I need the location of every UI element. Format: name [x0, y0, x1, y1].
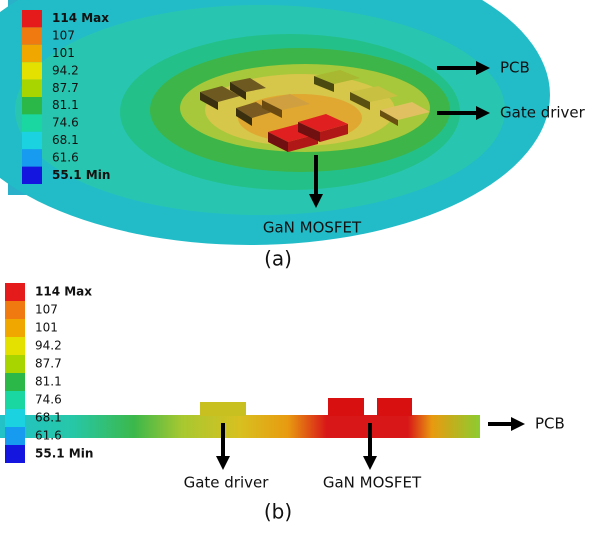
legend-swatch — [5, 283, 25, 301]
legend-label: 114 Max — [35, 285, 92, 299]
mosfet-block — [377, 398, 412, 416]
legend-swatch — [5, 373, 25, 391]
legend-label: 68.1 — [35, 411, 62, 425]
legend-label: 94.2 — [52, 63, 79, 77]
legend-swatch — [5, 391, 25, 409]
legend-label: 74.6 — [52, 116, 79, 130]
legend-label: 55.1 Min — [35, 447, 93, 461]
legend-label: 107 — [52, 29, 75, 43]
mosfet-block — [328, 398, 364, 416]
legend-swatch — [22, 62, 42, 79]
figure: PCB Gate driver GaN MOSFET (a) PCB Gate … — [0, 0, 591, 529]
annotation: Gate driver — [184, 474, 270, 492]
legend-label: 94.2 — [35, 339, 62, 353]
legend-label: 68.1 — [52, 133, 79, 147]
legend-label: 101 — [52, 46, 75, 60]
legend-label: 74.6 — [35, 393, 62, 407]
legend-label: 101 — [35, 321, 58, 335]
legend-label: 81.1 — [35, 375, 62, 389]
gate-driver-block — [200, 402, 246, 416]
legend-label: 61.6 — [52, 150, 79, 164]
legend-swatch — [22, 149, 42, 166]
legend-swatch — [22, 114, 42, 131]
legend-swatch — [5, 301, 25, 319]
annotation: PCB — [500, 59, 530, 77]
legend-label: 114 Max — [52, 11, 109, 25]
thermal-map-a — [0, 0, 550, 245]
legend-label: 87.7 — [35, 357, 62, 371]
legend-label: 61.6 — [35, 429, 62, 443]
legend-swatch — [22, 10, 42, 27]
legend-swatch — [5, 337, 25, 355]
legend-swatch — [22, 27, 42, 44]
legend-swatch — [22, 80, 42, 97]
annotation: GaN MOSFET — [263, 219, 362, 237]
caption: (b) — [264, 500, 292, 524]
annotation: GaN MOSFET — [323, 474, 422, 492]
legend-label: 87.7 — [52, 81, 79, 95]
legend-swatch — [5, 409, 25, 427]
legend-label: 55.1 Min — [52, 168, 110, 182]
legend-swatch — [22, 167, 42, 184]
legend-label: 107 — [35, 303, 58, 317]
legend-swatch — [5, 427, 25, 445]
annotation: Gate driver — [500, 104, 586, 122]
annotation: PCB — [535, 415, 565, 433]
legend-swatch — [5, 445, 25, 463]
caption: (a) — [264, 247, 292, 271]
legend-swatch — [22, 97, 42, 114]
legend-swatch — [22, 132, 42, 149]
section-b — [0, 398, 480, 438]
legend-swatch — [22, 45, 42, 62]
legend-swatch — [5, 319, 25, 337]
legend-label: 81.1 — [52, 98, 79, 112]
legend-swatch — [5, 355, 25, 373]
